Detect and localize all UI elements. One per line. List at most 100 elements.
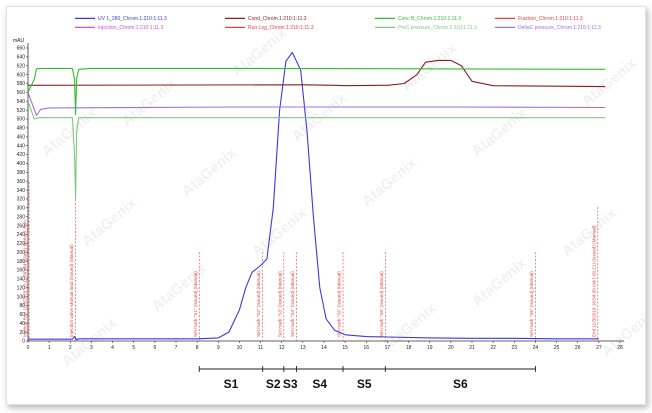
x-tick-label: 4 xyxy=(111,345,114,351)
run-log-marker-label: Set mark "S6" (Issued) (Manual) xyxy=(529,271,534,337)
series-line xyxy=(27,92,606,117)
watermark-text: AtaGenix xyxy=(359,154,421,210)
y-tick-label: 280 xyxy=(17,214,26,220)
y-tick-label: 580 xyxy=(17,81,26,87)
y-tick-label: 220 xyxy=(17,241,26,247)
watermark-text: AtaGenix xyxy=(39,104,101,160)
run-log-markers: Method Run 11/3/2018 10:11:09 AM (Glass)… xyxy=(23,182,599,341)
y-tick-label: 260 xyxy=(17,223,26,229)
watermark-text: AtaGenix xyxy=(179,144,241,200)
legend-entry: PreC pressure_Chrom.1:210:1:11.3 xyxy=(398,25,477,31)
section-label: S5 xyxy=(357,377,372,391)
run-log-marker-label: End 11/3/2018 10:54:39 AM (-00:21) (Issu… xyxy=(591,225,596,337)
y-tick-label: 660 xyxy=(17,46,26,52)
x-tick-label: 18 xyxy=(406,345,412,351)
y-tick-label: 60 xyxy=(19,312,25,318)
series-line xyxy=(27,59,606,88)
y-tick-label: 620 xyxy=(17,63,26,69)
axes: mAU0204060801001201401601802002202402602… xyxy=(13,38,624,351)
watermark-text: AtaGenix xyxy=(119,74,181,130)
y-tick-label: 100 xyxy=(17,294,26,300)
series-line xyxy=(27,101,606,200)
y-tick-label: 120 xyxy=(17,285,26,291)
y-tick-label: 140 xyxy=(17,277,26,283)
y-tick-label: 480 xyxy=(17,126,26,132)
x-tick-label: 26 xyxy=(575,345,581,351)
legend-entry: Cond_Chrom.1:210:1:11.3 xyxy=(248,16,307,22)
x-tick-label: 1 xyxy=(48,345,51,351)
y-tick-label: 240 xyxy=(17,232,26,238)
watermark-text: AtaGenix xyxy=(469,254,531,310)
section-label: S2 xyxy=(266,377,281,391)
watermark-text: AtaGenix xyxy=(399,39,461,95)
x-tick-label: 6 xyxy=(153,345,156,351)
section-label: S1 xyxy=(224,377,239,391)
y-tick-label: 160 xyxy=(17,268,26,274)
section-label: S4 xyxy=(312,377,327,391)
x-tick-label: 21 xyxy=(469,345,475,351)
x-tick-label: 0 xyxy=(27,345,30,351)
x-tick-label: 19 xyxy=(427,345,433,351)
watermark-text: AtaGenix xyxy=(249,204,311,260)
y-tick-label: 600 xyxy=(17,72,26,78)
x-tick-label: 14 xyxy=(321,345,327,351)
series-line xyxy=(28,51,599,341)
y-tick-label: 20 xyxy=(19,330,25,336)
y-tick-label: 0 xyxy=(22,339,25,345)
x-tick-label: 24 xyxy=(533,345,539,351)
run-log-marker-label: Set mark "S5" (Issued) (Manual) xyxy=(337,271,342,337)
series-line xyxy=(27,67,606,116)
x-tick-label: 22 xyxy=(490,345,496,351)
y-tick-label: 180 xyxy=(17,259,26,265)
run-log-marker-label: Set mark "S3" (Issued) (Manual) xyxy=(277,271,282,337)
y-tick-label: 460 xyxy=(17,134,26,140)
chart-frame: AtaGenix AtaGenix AtaGenix AtaGenix AtaGenix… xyxy=(6,6,646,405)
section-label: S3 xyxy=(283,377,298,391)
y-tick-label: 440 xyxy=(17,143,26,149)
run-log-marker-label: Set mark "S1" (Issued) (Manual) xyxy=(193,271,198,337)
watermark-text: AtaGenix xyxy=(229,24,291,80)
series-lines xyxy=(27,51,606,341)
chromatogram-chart: AtaGenixAtaGenixAtaGenixAtaGenixAtaGenix… xyxy=(13,16,645,391)
legend-entry: Run Log_Chrom.1:210:1:11.3 xyxy=(248,25,314,31)
legend-entry: Injection_Chrom.1:210:1:11.3 xyxy=(98,25,163,31)
y-axis-unit: mAU xyxy=(13,38,25,44)
legend-entry: Fraction_Chrom.1:210:1:11.3 xyxy=(518,16,583,22)
legend: UV 1_280_Chrom.1:210:1:11.3 Cond_Chrom.1:… xyxy=(75,16,601,31)
run-log-marker-label: Injection valve Manual load (Issued) (Ma… xyxy=(69,244,74,337)
x-tick-label: 23 xyxy=(512,345,518,351)
y-tick-label: 300 xyxy=(17,206,26,212)
x-tick-label: 16 xyxy=(364,345,370,351)
x-tick-label: 13 xyxy=(300,345,306,351)
x-tick-label: 5 xyxy=(132,345,135,351)
run-log-marker-label: Set mark "S2" (Issued) (Manual) xyxy=(256,271,261,337)
fraction-sections: S1 S2 S3 S4 S5 S6 xyxy=(198,366,536,391)
x-tick-label: 17 xyxy=(385,345,391,351)
x-tick-label: 12 xyxy=(279,345,285,351)
legend-entry: UV 1_280_Chrom.1:210:1:11.3 xyxy=(98,16,167,22)
x-tick-label: 28 xyxy=(617,345,623,351)
x-tick-label: 7 xyxy=(175,345,178,351)
x-tick-label: 10 xyxy=(237,345,243,351)
watermark-text: AtaGenix xyxy=(599,304,645,360)
x-tick-label: 15 xyxy=(342,345,348,351)
watermark-text: AtaGenix xyxy=(79,194,141,250)
watermark-text: AtaGenix xyxy=(59,314,121,370)
x-tick-label: 8 xyxy=(196,345,199,351)
x-tick-label: 2 xyxy=(69,345,72,351)
watermark-text: AtaGenix xyxy=(579,54,641,110)
x-tick-label: 25 xyxy=(554,345,560,351)
y-tick-label: 40 xyxy=(19,321,25,327)
section-label: S6 xyxy=(453,377,468,391)
y-tick-label: 380 xyxy=(17,170,26,176)
run-log-marker-label: Set mark "S4" (Issued) (Manual) xyxy=(290,271,295,337)
x-tick-label: 3 xyxy=(90,345,93,351)
y-tick-label: 400 xyxy=(17,161,26,167)
watermark-text: AtaGenix xyxy=(149,259,211,315)
legend-entry: Conc B_Chrom.1:210:1:11.3 xyxy=(398,16,461,22)
y-tick-label: 80 xyxy=(19,303,25,309)
y-tick-label: 420 xyxy=(17,152,26,158)
x-tick-label: 11 xyxy=(258,345,263,351)
watermark-text: AtaGenix xyxy=(469,104,531,160)
run-log-marker-label: Method Run 11/3/2018 10:11:09 AM (Glass)… xyxy=(23,220,28,337)
